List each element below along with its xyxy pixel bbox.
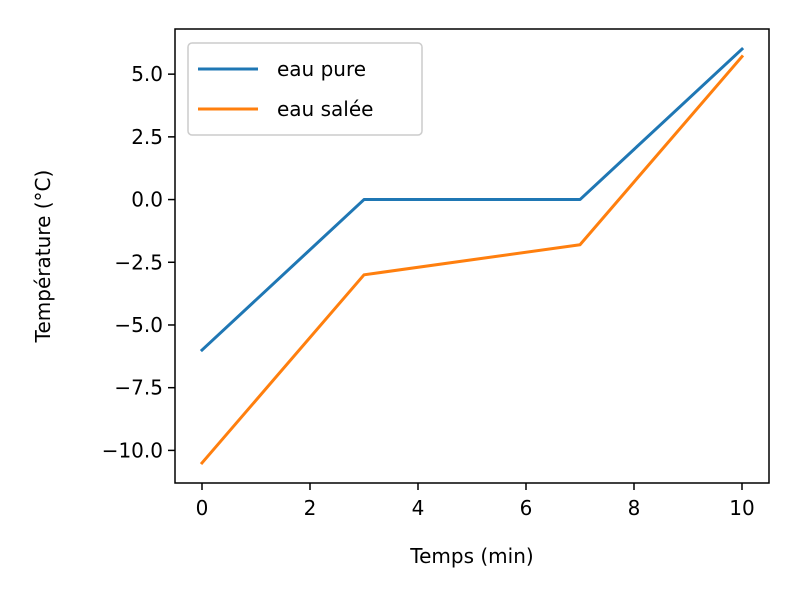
legend-label: eau salée [277, 97, 373, 121]
plot-frame [174, 28, 770, 484]
y-axis: −10.0 −7.5 −5.0 −2.5 0.0 2.5 5.0 [102, 62, 175, 462]
x-tick-label: 0 [196, 496, 209, 520]
x-tick-label: 2 [304, 496, 317, 520]
x-tick-label: 10 [729, 496, 754, 520]
x-axis-label: Temps (min) [409, 544, 533, 568]
series-line-2 [199, 54, 745, 466]
y-tick-label: 0.0 [131, 188, 163, 212]
y-tick-label: −10.0 [102, 438, 163, 462]
x-tick-label: 8 [628, 496, 641, 520]
x-axis: 0 2 4 6 8 10 [196, 483, 755, 520]
plot-lines [199, 46, 745, 466]
legend: eau pure eau salée [187, 42, 423, 136]
y-tick-label: −7.5 [114, 376, 163, 400]
y-tick-label: 2.5 [131, 125, 163, 149]
legend-box [187, 42, 423, 136]
y-axis-label: Température (°C) [31, 170, 55, 344]
legend-label: eau pure [277, 57, 366, 81]
y-tick-label: −5.0 [114, 313, 163, 337]
series-line-1 [199, 46, 745, 353]
x-tick-label: 6 [520, 496, 533, 520]
y-tick-label: 5.0 [131, 62, 163, 86]
y-tick-label: −2.5 [114, 250, 163, 274]
x-tick-label: 4 [412, 496, 425, 520]
